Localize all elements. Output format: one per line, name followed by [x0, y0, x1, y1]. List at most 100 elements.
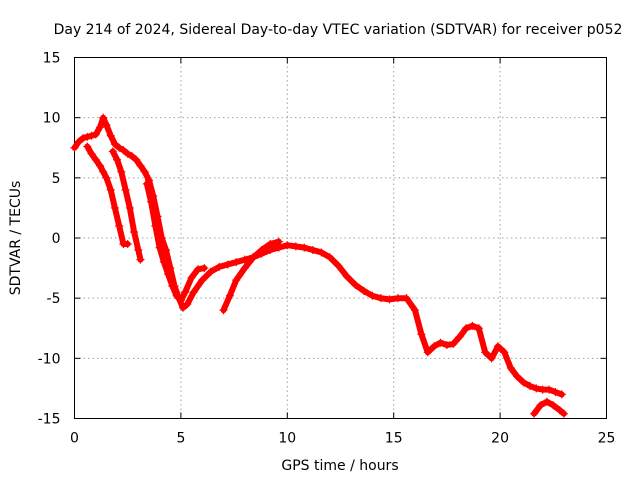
- data-point: [106, 131, 115, 140]
- data-point: [79, 134, 88, 143]
- series-line: [109, 148, 144, 263]
- data-point: [87, 149, 96, 158]
- x-tick-label: 25: [598, 431, 616, 447]
- data-point: [274, 237, 283, 246]
- axis-ticks: [74, 57, 607, 419]
- data-point: [532, 384, 541, 393]
- data-point: [106, 185, 115, 194]
- data-point: [130, 227, 139, 236]
- data-point: [402, 294, 411, 303]
- data-point: [110, 203, 119, 212]
- x-tick-labels: 0 5 10 15 20 25: [70, 431, 615, 447]
- series-SDTVAR-branch-c: [142, 179, 209, 305]
- data-point: [519, 378, 528, 387]
- data-point: [545, 385, 554, 394]
- data-point: [368, 291, 377, 300]
- data-point: [513, 372, 522, 381]
- data-point: [179, 303, 188, 312]
- data-point: [115, 221, 124, 230]
- data-point: [225, 291, 234, 300]
- data-point: [474, 324, 483, 333]
- series-SDTVAR-branch-a: [83, 142, 132, 249]
- data-point: [132, 155, 141, 164]
- data-point: [257, 246, 266, 255]
- data-point: [487, 354, 496, 363]
- data-point: [300, 243, 309, 252]
- data-point: [125, 203, 134, 212]
- data-point: [555, 406, 564, 415]
- data-point: [164, 270, 173, 279]
- data-point: [291, 242, 300, 251]
- data-point: [99, 167, 108, 176]
- y-tick-label: 15: [43, 51, 61, 67]
- data-point: [334, 261, 343, 270]
- data-point: [549, 401, 558, 410]
- data-point: [108, 147, 117, 156]
- data-point: [308, 246, 317, 255]
- data-point: [430, 342, 439, 351]
- x-tick-label: 15: [385, 431, 403, 447]
- data-point: [525, 382, 534, 391]
- x-tick-label: 10: [278, 431, 296, 447]
- data-point: [151, 221, 160, 230]
- chart-title: Day 214 of 2024, Sidereal Day-to-day VTE…: [54, 22, 623, 38]
- data-point: [91, 155, 100, 164]
- data-point: [449, 339, 458, 348]
- data-point: [385, 295, 394, 304]
- data-point: [462, 324, 471, 333]
- data-point: [423, 348, 432, 357]
- data-point: [119, 146, 128, 155]
- data-point: [240, 264, 249, 273]
- data-point: [159, 258, 168, 267]
- data-point: [223, 260, 232, 269]
- data-point: [200, 264, 209, 273]
- data-point: [99, 113, 108, 122]
- data-point: [123, 240, 132, 249]
- y-tick-label: -10: [38, 351, 61, 367]
- data-point: [468, 321, 477, 330]
- data-point: [249, 253, 258, 262]
- data-point: [134, 246, 143, 255]
- data-point: [342, 272, 351, 281]
- data-point: [325, 253, 334, 262]
- data-point: [193, 265, 202, 274]
- data-point: [376, 294, 385, 303]
- data-point: [187, 273, 196, 282]
- data-point: [102, 173, 111, 182]
- data-point: [189, 288, 198, 297]
- grid-lines: [74, 57, 607, 419]
- data-point: [493, 342, 502, 351]
- data-point: [121, 185, 130, 194]
- y-tick-label: 10: [43, 111, 61, 127]
- data-point: [240, 255, 249, 264]
- y-axis-label: SDTVAR / TECUs: [8, 181, 24, 296]
- data-point: [215, 262, 224, 271]
- data-point: [147, 197, 156, 206]
- y-tick-label: -15: [38, 412, 61, 428]
- data-point: [113, 155, 122, 164]
- data-point: [96, 161, 105, 170]
- y-tick-label: 0: [52, 231, 61, 247]
- data-point: [206, 267, 215, 276]
- data-point: [351, 280, 360, 289]
- data-point: [155, 243, 164, 252]
- data-point: [436, 338, 445, 347]
- data-point: [110, 140, 119, 149]
- y-tick-labels: -15 -10 -5 0 5 10 15: [38, 51, 61, 428]
- data-point: [481, 348, 490, 357]
- data-point: [136, 255, 145, 264]
- data-point: [183, 300, 192, 309]
- x-tick-label: 0: [70, 431, 79, 447]
- data-point: [393, 294, 402, 303]
- data-point: [500, 348, 509, 357]
- data-point: [168, 282, 177, 291]
- data-point: [96, 123, 105, 132]
- data-point: [266, 240, 275, 249]
- series-SDTVAR-branch-b: [108, 147, 145, 264]
- data-point: [232, 276, 241, 285]
- data-point: [232, 258, 241, 267]
- y-tick-label: 5: [52, 171, 61, 187]
- x-axis-label: GPS time / hours: [281, 458, 398, 474]
- data-point: [136, 161, 145, 170]
- data-point: [219, 306, 228, 315]
